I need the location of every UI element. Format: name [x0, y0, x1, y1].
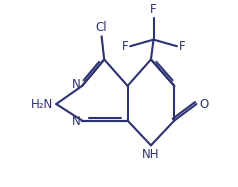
Text: N: N	[72, 115, 80, 128]
Text: NH: NH	[142, 148, 160, 161]
Text: F: F	[122, 40, 128, 53]
Text: F: F	[150, 3, 157, 16]
Text: N: N	[72, 79, 80, 91]
Text: O: O	[199, 98, 208, 111]
Text: H₂N: H₂N	[31, 98, 53, 111]
Text: F: F	[179, 40, 185, 53]
Text: Cl: Cl	[96, 22, 107, 34]
